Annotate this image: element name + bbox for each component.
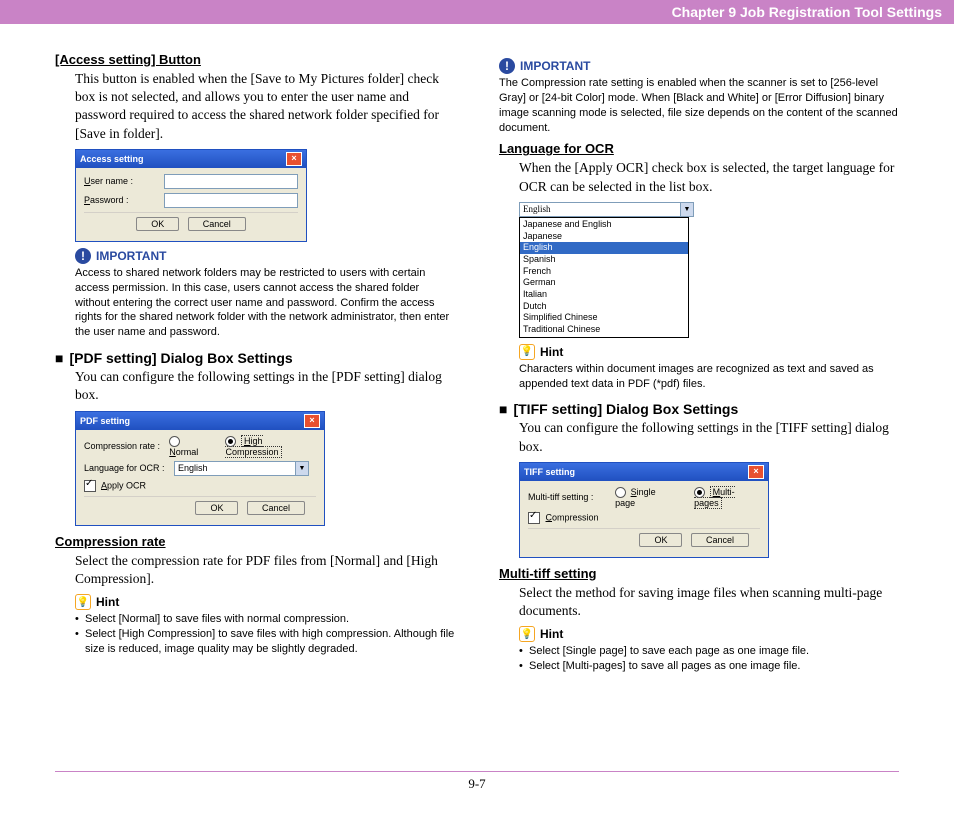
radio-normal[interactable]: Normal [169, 436, 211, 457]
dialog-titlebar: TIFF setting × [520, 463, 768, 481]
dialog-title: TIFF setting [524, 467, 575, 477]
pdf-section-heading: ■[PDF setting] Dialog Box Settings [55, 350, 455, 366]
listbox-option[interactable]: French [520, 266, 688, 278]
page-number: 9-7 [468, 776, 485, 791]
username-label: User name : [84, 176, 164, 186]
right-column: ! IMPORTANT The Compression rate setting… [499, 52, 899, 680]
multitiff-label: Multi-tiff setting : [528, 492, 615, 502]
radio-high[interactable]: High Compression [225, 436, 316, 457]
close-icon[interactable]: × [748, 465, 764, 479]
multitiff-heading: Multi-tiff setting [499, 566, 899, 581]
listbox-option[interactable]: German [520, 277, 688, 289]
access-setting-heading: [Access setting] Button [55, 52, 455, 67]
ok-button[interactable]: OK [639, 533, 682, 547]
list-item: Select [Multi-pages] to save all pages a… [519, 659, 899, 674]
language-listbox-wrap: English ▼ Japanese and EnglishJapaneseEn… [519, 202, 689, 338]
chevron-down-icon: ▼ [295, 462, 308, 475]
dialog-titlebar: Access setting × [76, 150, 306, 168]
hint-label: 💡 Hint [75, 594, 455, 610]
dialog-title: PDF setting [80, 416, 130, 426]
close-icon[interactable]: × [286, 152, 302, 166]
access-setting-body: This button is enabled when the [Save to… [75, 70, 455, 143]
lightbulb-icon: 💡 [75, 594, 91, 610]
important-text: The Compression rate setting is enabled … [499, 76, 899, 135]
language-combo[interactable]: English ▼ [174, 461, 309, 476]
listbox-option[interactable]: English [520, 242, 688, 254]
multitiff-hint-bullets: Select [Single page] to save each page a… [519, 644, 899, 674]
language-listbox[interactable]: Japanese and EnglishJapaneseEnglishSpani… [519, 217, 689, 338]
access-setting-dialog: Access setting × User name : Password : … [75, 149, 307, 242]
dialog-titlebar: PDF setting × [76, 412, 324, 430]
important-label: ! IMPORTANT [499, 58, 899, 74]
compression-rate-label: Compression rate : [84, 441, 169, 451]
listbox-option[interactable]: Simplified Chinese [520, 312, 688, 324]
list-item: Select [Normal] to save files with norma… [75, 612, 455, 627]
left-column: [Access setting] Button This button is e… [55, 52, 455, 680]
cancel-button[interactable]: Cancel [691, 533, 749, 547]
radio-multi[interactable]: Multi-pages [694, 487, 760, 508]
important-text: Access to shared network folders may be … [75, 266, 455, 340]
tiff-setting-dialog: TIFF setting × Multi-tiff setting : Sing… [519, 462, 769, 558]
listbox-option[interactable]: Japanese and English [520, 219, 688, 231]
chevron-down-icon: ▼ [680, 203, 693, 216]
hint-label: 💡 Hint [519, 344, 899, 360]
pdf-section-body: You can configure the following settings… [75, 368, 455, 404]
listbox-option[interactable]: Traditional Chinese [520, 324, 688, 336]
dialog-title: Access setting [80, 154, 144, 164]
compression-checkbox[interactable]: Compression [528, 512, 599, 524]
cancel-button[interactable]: Cancel [247, 501, 305, 515]
lightbulb-icon: 💡 [519, 344, 535, 360]
multitiff-body: Select the method for saving image files… [519, 584, 899, 620]
list-item: Select [High Compression] to save files … [75, 627, 455, 657]
compression-body: Select the compression rate for PDF file… [75, 552, 455, 588]
language-ocr-heading: Language for OCR [499, 141, 899, 156]
language-ocr-body: When the [Apply OCR] check box is select… [519, 159, 899, 195]
page-footer: 9-7 [55, 771, 899, 792]
chapter-bar: Chapter 9 Job Registration Tool Settings [0, 0, 954, 24]
listbox-option[interactable]: Japanese [520, 231, 688, 243]
password-label: Password : [84, 195, 164, 205]
listbox-option[interactable]: Italian [520, 289, 688, 301]
language-combo[interactable]: English ▼ [519, 202, 694, 217]
compression-heading: Compression rate [55, 534, 455, 549]
ok-button[interactable]: OK [136, 217, 179, 231]
lightbulb-icon: 💡 [519, 626, 535, 642]
tiff-section-heading: ■[TIFF setting] Dialog Box Settings [499, 401, 899, 417]
hint-text: Characters within document images are re… [519, 362, 899, 392]
password-input[interactable] [164, 193, 298, 208]
ok-button[interactable]: OK [195, 501, 238, 515]
list-item: Select [Single page] to save each page a… [519, 644, 899, 659]
apply-ocr-checkbox[interactable]: Apply OCR [84, 480, 146, 492]
hint-label: 💡 Hint [519, 626, 899, 642]
close-icon[interactable]: × [304, 414, 320, 428]
radio-single[interactable]: Single page [615, 487, 676, 508]
tiff-section-body: You can configure the following settings… [519, 419, 899, 455]
important-label: ! IMPORTANT [75, 248, 455, 264]
listbox-option[interactable]: Spanish [520, 254, 688, 266]
compression-hint-bullets: Select [Normal] to save files with norma… [75, 612, 455, 657]
pdf-setting-dialog: PDF setting × Compression rate : Normal … [75, 411, 325, 526]
language-ocr-label: Language for OCR : [84, 463, 174, 473]
exclamation-icon: ! [75, 248, 91, 264]
username-input[interactable] [164, 174, 298, 189]
exclamation-icon: ! [499, 58, 515, 74]
cancel-button[interactable]: Cancel [188, 217, 246, 231]
listbox-option[interactable]: Dutch [520, 301, 688, 313]
